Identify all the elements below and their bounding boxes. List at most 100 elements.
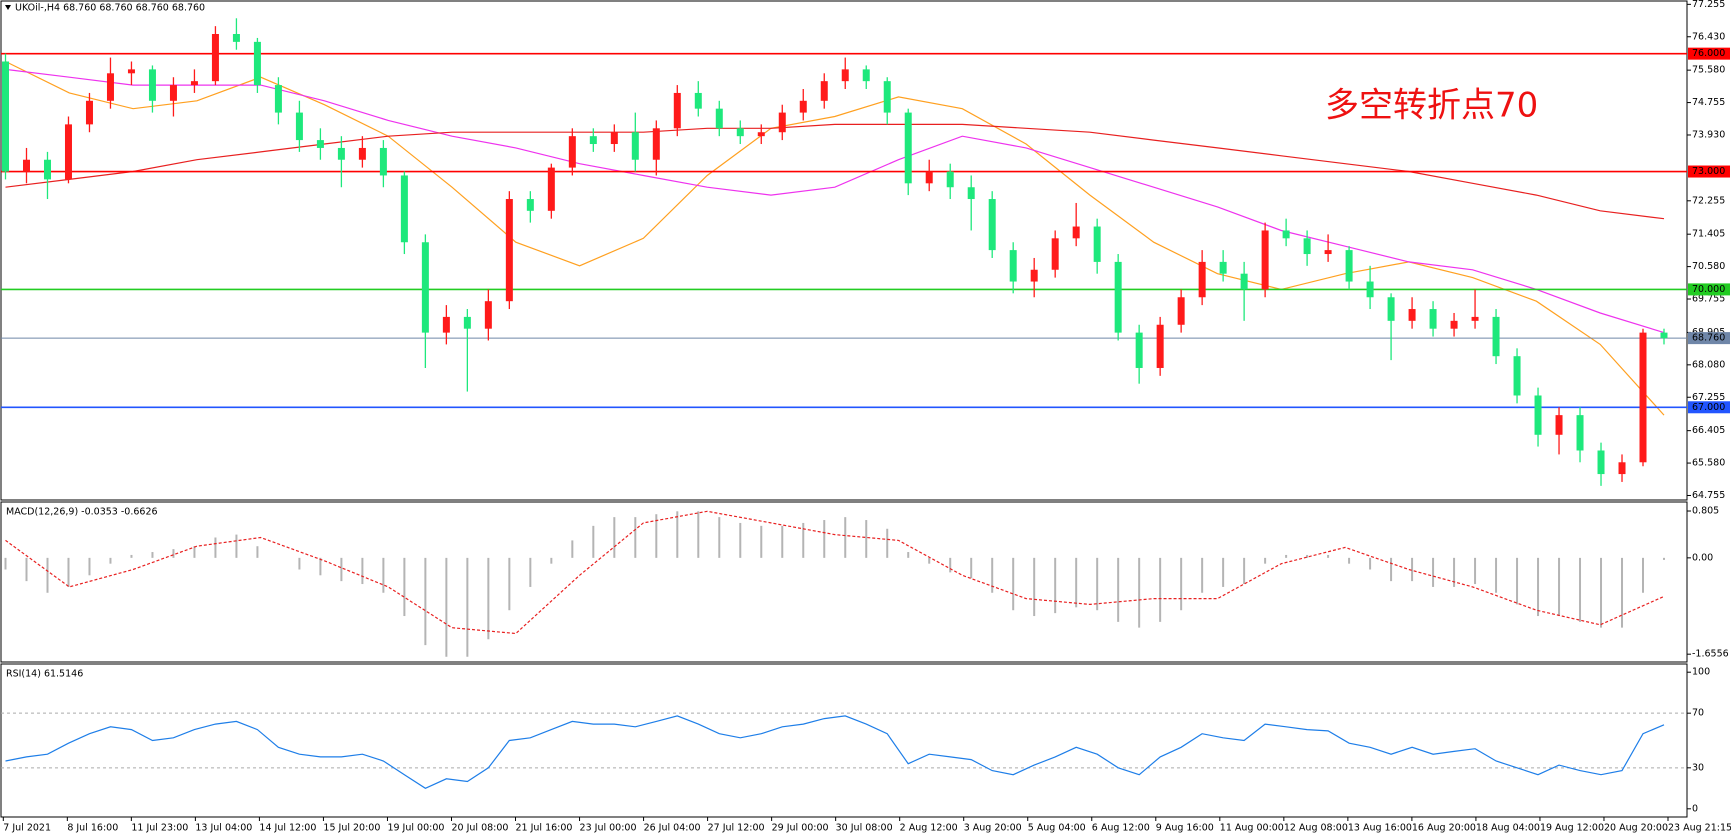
candle-body: [778, 112, 786, 133]
candle-body: [337, 147, 345, 160]
y-tick-label: 65.580: [1692, 458, 1725, 469]
x-tick-label: 18 Aug 04:00: [1476, 823, 1540, 834]
candle-body: [841, 69, 849, 82]
symbol-header: UKOil-,H4 68.760 68.760 68.760 68.760: [15, 3, 205, 14]
level-label: 67.000: [1692, 402, 1725, 413]
x-tick-label: 2 Aug 12:00: [900, 823, 958, 834]
y-tick-label: 72.255: [1692, 195, 1725, 206]
x-tick-label: 13 Jul 04:00: [195, 823, 252, 834]
candle-body: [1387, 297, 1395, 321]
candle-body: [1303, 238, 1311, 255]
x-tick-label: 26 Jul 04:00: [644, 823, 701, 834]
y-tick-label: 76.430: [1692, 31, 1725, 42]
candle-body: [631, 132, 639, 160]
candle-body: [820, 81, 828, 101]
y-tick-label: 73.930: [1692, 129, 1725, 140]
level-label: 68.760: [1692, 333, 1725, 344]
x-tick-label: 27 Jul 12:00: [708, 823, 765, 834]
candle-body: [358, 147, 366, 160]
candle-body: [589, 136, 597, 145]
level-label: 70.000: [1692, 284, 1725, 295]
level-label: 73.000: [1692, 166, 1725, 177]
candle-body: [568, 136, 576, 168]
candle-body: [400, 175, 408, 243]
candle-body: [1009, 250, 1017, 282]
y-tick-label: 64.755: [1692, 490, 1725, 501]
x-tick-label: 6 Aug 12:00: [1092, 823, 1150, 834]
candle-body: [1114, 261, 1122, 333]
x-tick-label: 29 Jul 00:00: [772, 823, 829, 834]
candle-body: [1639, 332, 1647, 463]
y-tick-label: 0.00: [1692, 552, 1713, 563]
candle-body: [673, 92, 681, 129]
x-tick-label: 5 Aug 04:00: [1028, 823, 1086, 834]
x-tick-label: 7 Jul 2021: [3, 823, 51, 834]
candle-body: [757, 132, 765, 137]
candle-body: [736, 128, 744, 137]
level-label: 76.000: [1692, 48, 1725, 59]
candle-body: [190, 81, 198, 86]
y-tick-label: 70: [1692, 708, 1704, 719]
candle-body: [526, 199, 534, 211]
menu-triangle[interactable]: [5, 5, 11, 10]
y-tick-label: 66.405: [1692, 425, 1725, 436]
candle-body: [1198, 261, 1206, 298]
level-tag: [1688, 332, 1730, 345]
candle-body: [1492, 316, 1500, 357]
candle-body: [1597, 450, 1605, 475]
level-tag: [1688, 401, 1730, 414]
candle-body: [610, 132, 618, 145]
y-tick-label: 75.580: [1692, 65, 1725, 76]
candle-body: [862, 69, 870, 82]
candle-body: [169, 85, 177, 101]
rsi-panel: [0, 663, 1688, 818]
candle-body: [211, 34, 219, 82]
candle-body: [148, 69, 156, 101]
line-series: [5, 60, 1665, 416]
candle-body: [64, 124, 72, 180]
x-tick-label: 23 Jul 00:00: [580, 823, 637, 834]
y-tick-label: 71.405: [1692, 229, 1725, 240]
candle-body: [1135, 332, 1143, 368]
macd-header: MACD(12,26,9) -0.0353 -0.6626: [6, 507, 158, 518]
candle-body: [1576, 415, 1584, 451]
candle-body: [295, 112, 303, 141]
candle-body: [505, 199, 513, 302]
y-tick-label: 0: [1692, 803, 1698, 814]
x-tick-label: 11 Aug 00:00: [1220, 823, 1284, 834]
candle-body: [43, 159, 51, 180]
candle-body: [1261, 230, 1269, 290]
candle-body: [988, 199, 996, 251]
candle-body: [547, 167, 555, 211]
candle-body: [421, 242, 429, 333]
candle-body: [484, 301, 492, 329]
candle-body: [694, 92, 702, 109]
candle-body: [1072, 226, 1080, 239]
candle-body: [652, 128, 660, 160]
candle-body: [925, 171, 933, 184]
y-tick-label: 0.805: [1692, 506, 1719, 517]
candle-body: [1555, 415, 1563, 435]
x-tick-label: 20 Aug 20:00: [1604, 823, 1668, 834]
candle-body: [1408, 309, 1416, 321]
candle-body: [232, 34, 240, 42]
candle-body: [22, 159, 30, 172]
candle-body: [1534, 395, 1542, 435]
candle-body: [463, 316, 471, 329]
candle-body: [799, 100, 807, 113]
candle-body: [1219, 261, 1227, 274]
candle-body: [1618, 462, 1626, 475]
candle-body: [1429, 309, 1437, 329]
candle-body: [1093, 226, 1101, 262]
candle-body: [442, 316, 450, 333]
line-series: [5, 510, 1665, 635]
candle-body: [1051, 238, 1059, 270]
candle-body: [1513, 356, 1521, 396]
x-tick-label: 14 Jul 12:00: [259, 823, 316, 834]
candle-body: [1282, 230, 1290, 239]
level-tag: [1688, 165, 1730, 178]
x-tick-label: 30 Jul 08:00: [836, 823, 893, 834]
candle-body: [1030, 269, 1038, 282]
candle-body: [1345, 250, 1353, 282]
